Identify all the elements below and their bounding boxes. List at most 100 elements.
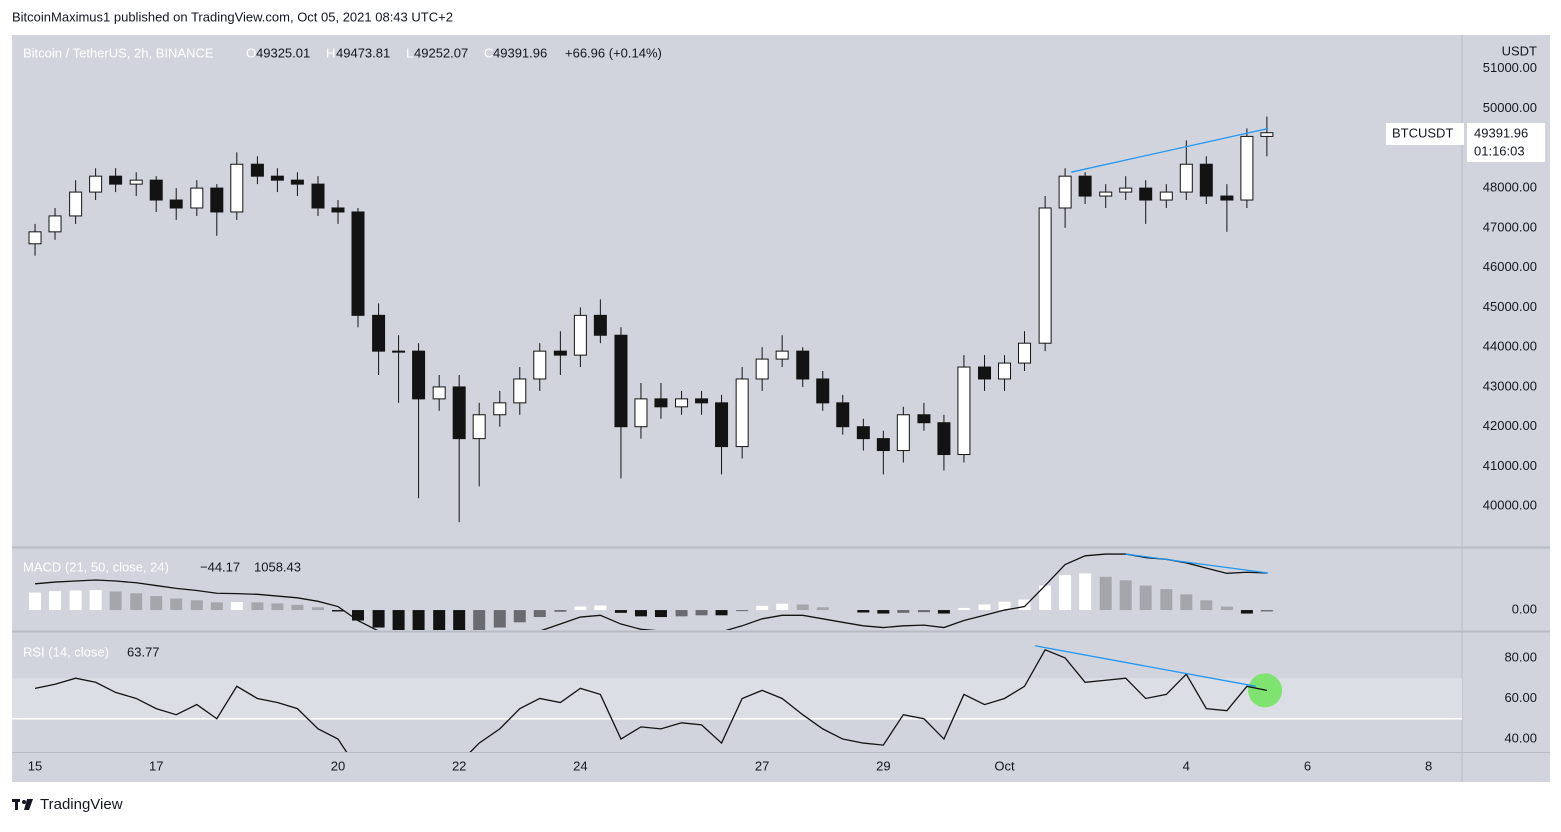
- candle-body: [1078, 175, 1092, 197]
- macd-histogram-bar: [392, 610, 405, 630]
- macd-histogram-bar: [291, 604, 304, 611]
- candle-body: [573, 314, 587, 356]
- macd-histogram-bar: [210, 602, 223, 611]
- candle-body: [775, 350, 789, 360]
- y-tick-label: 40000.00: [1483, 498, 1537, 513]
- macd-histogram-bar: [897, 610, 910, 613]
- x-tick-label: 27: [755, 758, 769, 773]
- macd-histogram-bar: [190, 600, 203, 611]
- trend-line: [1071, 127, 1269, 173]
- candle-body: [331, 207, 345, 213]
- macd-histogram-bar: [594, 605, 607, 611]
- x-tick-label: 29: [876, 758, 890, 773]
- candle-body: [593, 314, 607, 336]
- x-tick-label: 20: [331, 758, 345, 773]
- y-tick-label: 48000.00: [1483, 180, 1537, 195]
- rsi-value: 63.77: [127, 644, 160, 659]
- x-tick-label: 15: [28, 758, 42, 773]
- macd-histogram-bar: [1160, 589, 1173, 611]
- trend-line: [1034, 645, 1257, 687]
- candle-body: [675, 398, 689, 408]
- candle-body: [472, 414, 486, 440]
- y-tick-label: 46000.00: [1483, 259, 1537, 274]
- macd-histogram-bar: [351, 610, 364, 621]
- logo-text: TradingView: [40, 796, 123, 813]
- y-tick-label: 51000.00: [1483, 60, 1537, 75]
- rsi-line: [34, 649, 1268, 752]
- macd-histogram-bar: [130, 593, 143, 611]
- macd-histogram-bar: [150, 596, 163, 611]
- trend-line: [1125, 553, 1269, 574]
- x-tick-label: 4: [1183, 758, 1190, 773]
- y-tick-label: 42000.00: [1483, 418, 1537, 433]
- macd-histogram-bar: [1039, 585, 1052, 611]
- rsi-band: [12, 678, 1462, 719]
- candle-body: [876, 438, 890, 452]
- ohlc-key: H: [326, 45, 335, 60]
- candle-body: [1240, 135, 1254, 201]
- ohlc-value: 49473.81: [336, 45, 390, 60]
- candle-body: [1179, 163, 1193, 193]
- x-tick-label: 8: [1425, 758, 1432, 773]
- macd-histogram-bar: [675, 610, 688, 617]
- candle-body: [1099, 191, 1113, 197]
- macd-histogram-bar: [554, 610, 567, 612]
- macd-histogram-bar: [1119, 580, 1132, 611]
- candle-body: [1018, 342, 1032, 364]
- rsi-title: RSI (14, close): [23, 644, 109, 659]
- countdown: 01:16:03: [1474, 143, 1525, 158]
- candle-body: [28, 231, 42, 245]
- chart-background: [12, 35, 1550, 782]
- macd-histogram-bar: [715, 610, 728, 616]
- change: +66.96 (+0.14%): [565, 45, 662, 60]
- x-tick-label: 17: [149, 758, 163, 773]
- candle-body: [250, 163, 264, 177]
- macd-pane: [29, 553, 1273, 630]
- macd-line: [34, 553, 1267, 630]
- macd-histogram-bar: [433, 610, 446, 630]
- macd-histogram-bar: [170, 598, 183, 611]
- macd-histogram-bar: [1260, 610, 1273, 612]
- x-tick-label: 24: [573, 758, 587, 773]
- y-tick-label: 47000.00: [1483, 219, 1537, 234]
- last-price: 49391.96: [1474, 125, 1528, 140]
- logo-icon: [12, 799, 33, 810]
- macd-histogram-bar: [917, 610, 930, 613]
- candle-body: [1159, 191, 1173, 201]
- candle-body: [48, 215, 62, 233]
- candle-body: [755, 358, 769, 380]
- candle-body: [1199, 163, 1213, 197]
- macd-histogram-bar: [937, 610, 950, 614]
- macd-histogram-bar: [513, 610, 526, 623]
- macd-histogram-bar: [574, 606, 587, 611]
- macd-histogram-bar: [29, 592, 42, 611]
- macd-histogram-bar: [493, 610, 506, 628]
- candle-body: [634, 398, 648, 428]
- publisher: BitcoinMaximus1 published on TradingView…: [12, 9, 453, 24]
- ticker-box: [1386, 123, 1464, 145]
- ohlc-value: 49252.07: [414, 45, 468, 60]
- x-tick-label: 22: [452, 758, 466, 773]
- macd-histogram-bar: [1139, 585, 1152, 611]
- macd-histogram-bar: [736, 610, 749, 612]
- candle-body: [998, 362, 1012, 380]
- y-tick-label: 0.00: [1512, 601, 1537, 616]
- candle-body: [290, 179, 304, 185]
- candle-body: [735, 378, 749, 448]
- macd-histogram-bar: [271, 603, 284, 611]
- y-tick-label: 45000.00: [1483, 299, 1537, 314]
- macd-histogram-bar: [998, 601, 1011, 611]
- candle-body: [169, 199, 183, 209]
- macd-histogram-bar: [473, 610, 486, 630]
- candle-body: [654, 398, 668, 408]
- candle-body: [1058, 175, 1072, 209]
- macd-histogram-bar: [857, 610, 870, 613]
- candle-body: [1038, 207, 1052, 344]
- candle-body: [715, 402, 729, 448]
- macd-histogram-bar: [230, 602, 243, 611]
- macd-histogram-bar: [695, 610, 708, 616]
- candle-body: [937, 422, 951, 456]
- rsi-pane-lines: [34, 645, 1283, 752]
- candle-body: [796, 350, 810, 380]
- macd-histogram-bar: [372, 610, 385, 628]
